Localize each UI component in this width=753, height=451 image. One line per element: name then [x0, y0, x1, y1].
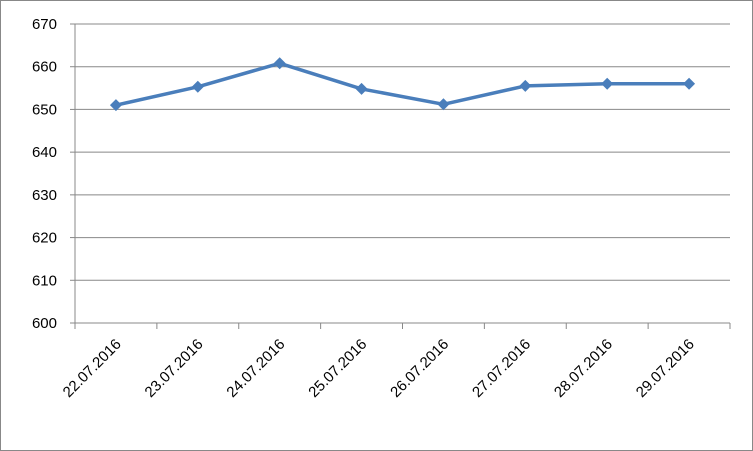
y-tick-label: 630 [32, 187, 57, 204]
y-tick-label: 650 [32, 101, 57, 118]
marker [109, 99, 122, 112]
marker [437, 98, 450, 111]
y-tick-label: 600 [32, 315, 57, 332]
marker [273, 57, 286, 70]
y-tick-label: 670 [32, 16, 57, 33]
y-tick-label: 610 [32, 272, 57, 289]
marker [683, 77, 696, 90]
line [115, 61, 690, 107]
y-tick-label: 640 [32, 144, 57, 161]
marker [519, 79, 532, 92]
marker [355, 82, 368, 95]
marker [191, 80, 204, 93]
y-tick-label: 620 [32, 230, 57, 247]
marker [601, 77, 614, 90]
y-tick-label: 660 [32, 59, 57, 76]
